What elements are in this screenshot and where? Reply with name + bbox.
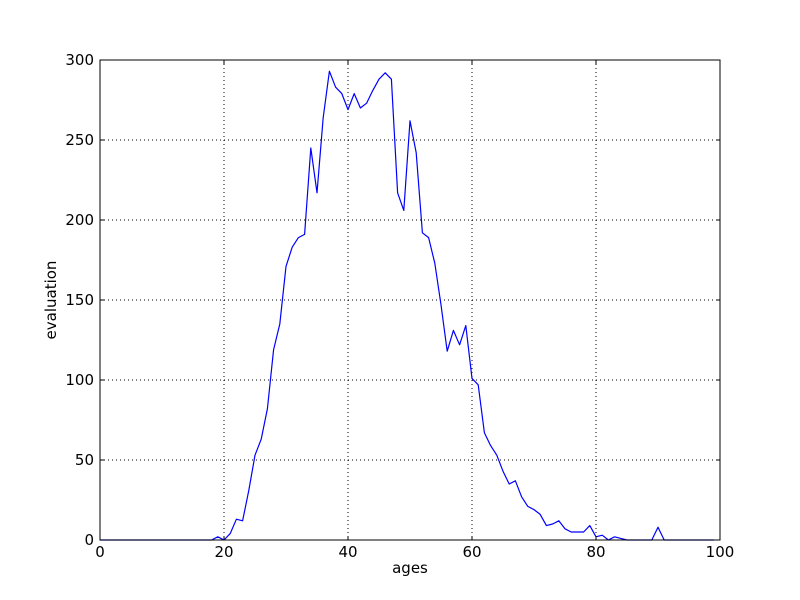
data-point xyxy=(496,455,497,456)
data-point xyxy=(459,344,460,345)
x-tick-label: 100 xyxy=(706,543,735,561)
data-point xyxy=(447,351,448,352)
data-point xyxy=(279,323,280,324)
data-point xyxy=(502,471,503,472)
grid xyxy=(100,60,720,540)
data-point xyxy=(552,523,553,524)
data-point xyxy=(657,527,658,528)
data-point xyxy=(335,87,336,88)
data-point xyxy=(471,378,472,379)
data-point xyxy=(583,531,584,532)
data-point xyxy=(422,232,423,233)
data-point xyxy=(564,528,565,529)
series-layer xyxy=(100,70,714,541)
axis-ticks: 0 20 40 60 80 100 0 50 100 150 200 250 300 xyxy=(65,51,734,561)
data-point xyxy=(310,147,311,148)
data-point xyxy=(341,93,342,94)
data-point xyxy=(577,531,578,532)
data-point xyxy=(416,152,417,153)
y-tick-label: 200 xyxy=(65,211,94,229)
data-point xyxy=(273,349,274,350)
data-point xyxy=(261,439,262,440)
x-tick-label: 40 xyxy=(338,543,357,561)
data-point xyxy=(397,192,398,193)
data-point xyxy=(484,432,485,433)
data-point xyxy=(236,519,237,520)
data-point xyxy=(378,79,379,80)
data-point xyxy=(304,234,305,235)
y-tick-label: 150 xyxy=(65,291,94,309)
data-point xyxy=(540,514,541,515)
y-tick-label: 300 xyxy=(65,51,94,69)
data-point xyxy=(372,90,373,91)
data-point xyxy=(298,237,299,238)
data-point xyxy=(230,533,231,534)
data-point xyxy=(465,325,466,326)
data-point xyxy=(366,103,367,104)
data-point xyxy=(478,384,479,385)
data-point xyxy=(242,520,243,521)
data-point xyxy=(248,490,249,491)
data-point xyxy=(453,330,454,331)
data-point xyxy=(254,455,255,456)
data-point xyxy=(267,408,268,409)
x-axis-label: ages xyxy=(392,559,428,577)
data-point xyxy=(490,445,491,446)
data-point xyxy=(428,237,429,238)
data-point xyxy=(434,263,435,264)
x-tick-label: 20 xyxy=(214,543,233,561)
y-axis-label: evaluation xyxy=(42,261,60,340)
data-point xyxy=(571,531,572,532)
data-point xyxy=(533,509,534,510)
x-tick-label: 0 xyxy=(95,543,105,561)
data-point xyxy=(360,107,361,108)
data-point xyxy=(391,79,392,80)
data-point xyxy=(292,247,293,248)
data-point xyxy=(403,210,404,211)
data-point xyxy=(602,535,603,536)
data-point xyxy=(620,538,621,539)
data-point xyxy=(440,304,441,305)
data-point xyxy=(316,192,317,193)
x-tick-label: 60 xyxy=(462,543,481,561)
series-line xyxy=(100,70,714,541)
data-point xyxy=(546,525,547,526)
data-point xyxy=(329,71,330,72)
data-point xyxy=(589,525,590,526)
data-point xyxy=(323,117,324,118)
y-tick-label: 100 xyxy=(65,371,94,389)
y-tick-label: 250 xyxy=(65,131,94,149)
data-point xyxy=(509,483,510,484)
data-point xyxy=(515,480,516,481)
data-point xyxy=(558,520,559,521)
data-point xyxy=(614,536,615,537)
y-tick-label: 50 xyxy=(75,451,94,469)
data-point xyxy=(285,266,286,267)
data-point xyxy=(521,496,522,497)
data-point xyxy=(409,120,410,121)
data-point xyxy=(527,506,528,507)
data-point xyxy=(217,536,218,537)
x-tick-label: 80 xyxy=(586,543,605,561)
data-point xyxy=(354,93,355,94)
y-tick-label: 0 xyxy=(84,531,94,549)
data-point xyxy=(385,72,386,73)
data-point xyxy=(347,109,348,110)
